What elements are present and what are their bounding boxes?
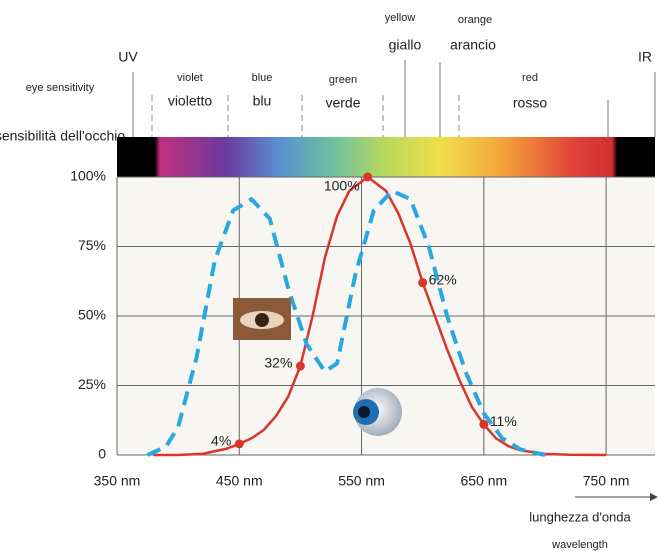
data-point — [363, 173, 372, 182]
x-axis-title-en: wavelength — [551, 539, 608, 551]
band-label: verde — [325, 95, 360, 111]
x-axis-title: lunghezza d'onda — [529, 509, 631, 524]
band-label-en: violet — [177, 72, 203, 84]
ir-label: IR — [638, 49, 652, 65]
y-tick-label: 75% — [78, 237, 106, 253]
y-tick-label: 100% — [70, 168, 106, 184]
band-label: rosso — [513, 95, 547, 111]
data-point — [479, 420, 488, 429]
x-tick-label: 650 nm — [460, 473, 507, 489]
sensibilita-label: sensibilità dell'occhio — [0, 128, 125, 144]
x-tick-label: 550 nm — [338, 473, 385, 489]
data-label: 4% — [211, 433, 231, 449]
band-label-en: yellow — [385, 12, 416, 24]
data-label: 11% — [490, 413, 517, 429]
band-label: violetto — [168, 93, 213, 109]
band-label: arancio — [450, 37, 496, 53]
spectrum-bar — [117, 137, 655, 177]
eye-sensitivity-label: eye sensitivity — [26, 82, 95, 94]
chart: UV IR eye sensitivity sensibilità dell'o… — [0, 0, 671, 554]
data-label: 62% — [429, 271, 457, 287]
x-tick-label: 750 nm — [583, 473, 630, 489]
data-point — [235, 439, 244, 448]
band-label-en: orange — [458, 14, 492, 26]
data-point — [418, 278, 427, 287]
uv-label: UV — [118, 49, 138, 65]
y-tick-label: 0 — [98, 446, 106, 462]
band-label: blu — [253, 93, 272, 109]
band-label-en: green — [329, 74, 357, 86]
x-tick-label: 450 nm — [216, 473, 263, 489]
data-label: 100% — [324, 178, 360, 194]
band-label-en: red — [522, 72, 538, 84]
eyeball-pupil — [358, 406, 370, 418]
eye-photo-iris — [255, 313, 269, 327]
band-label: giallo — [389, 37, 422, 53]
y-tick-label: 25% — [78, 376, 106, 392]
band-label-en: blue — [252, 72, 273, 84]
x-tick-label: 350 nm — [94, 473, 141, 489]
data-point — [296, 362, 305, 371]
data-label: 32% — [264, 355, 292, 371]
y-tick-label: 50% — [78, 307, 106, 323]
axis-arrow-head — [650, 493, 658, 501]
